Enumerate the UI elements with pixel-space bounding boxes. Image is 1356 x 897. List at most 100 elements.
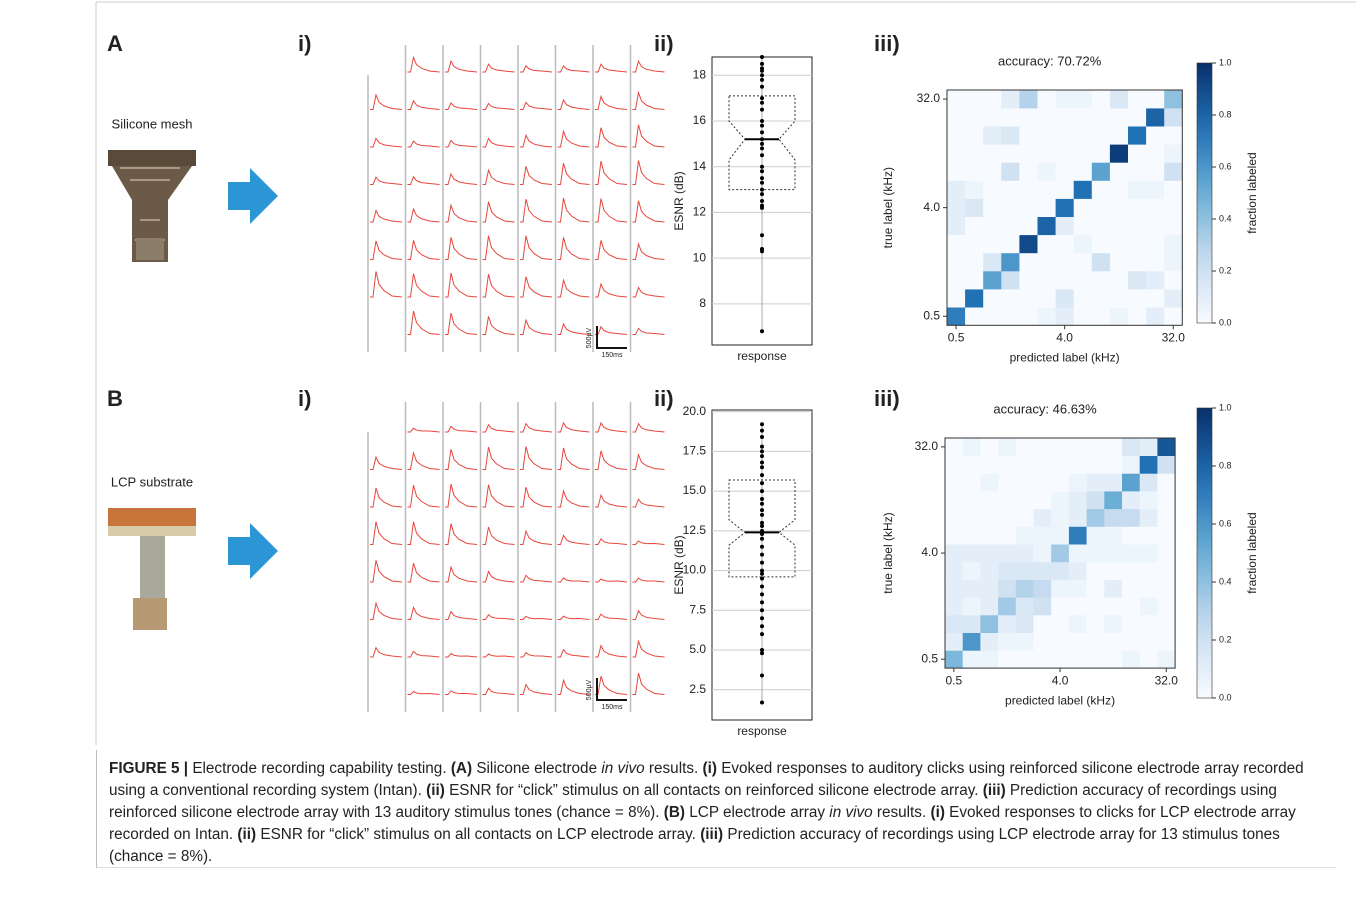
matrix-cell: [1109, 126, 1129, 145]
trace: [595, 644, 628, 658]
trace: [445, 139, 478, 148]
matrix-cell: [1019, 162, 1038, 181]
matrix-cell: [947, 90, 966, 109]
data-point: [760, 422, 764, 427]
matrix-cell: [1068, 455, 1087, 474]
caption-run: ESNR for “click” stimulus on all contact…: [444, 782, 983, 799]
matrix-cell: [1139, 579, 1158, 598]
caption-run: in vivo: [601, 760, 645, 777]
matrix-cell: [1037, 126, 1056, 145]
matrix-title: accuracy: 46.63%: [993, 401, 1097, 416]
matrix-cell: [1037, 216, 1056, 236]
matrix-cell: [1051, 561, 1070, 580]
trace: [445, 483, 478, 508]
matrix-cell: [1104, 632, 1123, 651]
matrix-cell: [1051, 473, 1070, 492]
matrix-cell: [1073, 180, 1093, 199]
matrix-cell: [1015, 455, 1034, 474]
matrix-cell: [945, 632, 963, 651]
trace: [557, 678, 590, 695]
matrix-cell: [1157, 632, 1176, 651]
y-tick-label: 16: [693, 113, 707, 127]
matrix-cell: [998, 508, 1017, 527]
trace: [370, 176, 403, 185]
matrix-cell: [962, 597, 981, 616]
y-tick-label: 0.5: [921, 651, 938, 665]
matrix-cell: [1073, 90, 1093, 109]
matrix-cell: [962, 579, 981, 598]
trace: [520, 166, 553, 185]
trace: [595, 94, 628, 110]
trace: [370, 487, 403, 508]
trace: [445, 312, 478, 335]
trace: [482, 63, 515, 73]
matrix-cell: [1122, 615, 1140, 633]
trace: [520, 198, 553, 223]
matrix-cell: [983, 180, 1002, 199]
matrix-cell: [965, 90, 984, 109]
matrix-cell: [1055, 289, 1074, 308]
trace: [595, 63, 628, 73]
matrix-title: accuracy: 70.72%: [998, 53, 1102, 68]
matrix-cell: [1157, 438, 1176, 456]
data-point: [760, 73, 764, 78]
data-point: [760, 624, 764, 629]
matrix-cell: [980, 491, 999, 510]
matrix-cell: [1146, 108, 1165, 127]
trace: [482, 653, 515, 658]
matrix-cell: [1068, 544, 1087, 563]
matrix-cell: [1073, 144, 1093, 163]
matrix-cell: [1104, 650, 1123, 669]
matrix-cell: [1001, 234, 1020, 254]
data-point: [760, 592, 764, 597]
matrix-cell: [1019, 307, 1038, 326]
trace: [407, 207, 440, 223]
trace: [407, 485, 440, 508]
matrix-cell: [1086, 615, 1105, 633]
matrix-cell: [1122, 650, 1140, 669]
matrix-cell: [1086, 579, 1105, 598]
matrix-cell: [1139, 632, 1158, 651]
matrix-cell: [1128, 108, 1147, 127]
y-tick-label: 17.5: [683, 444, 707, 458]
matrix-cell: [1122, 473, 1140, 492]
matrix-cell: [998, 455, 1017, 474]
data-point: [760, 632, 764, 637]
matrix-cell: [980, 473, 999, 492]
matrix-cell: [1073, 289, 1093, 308]
data-point: [760, 528, 764, 533]
matrix-cell: [1109, 289, 1129, 308]
matrix-cell: [1091, 126, 1111, 145]
matrix-cell: [1051, 632, 1070, 651]
trace: [557, 447, 590, 470]
matrix-cell: [945, 615, 963, 633]
trace: [482, 687, 515, 695]
matrix-cell: [1073, 126, 1093, 145]
matrix-cell: [1055, 90, 1074, 109]
matrix-cell: [947, 271, 966, 290]
matrix-cell: [1015, 526, 1034, 545]
trace: [632, 200, 665, 223]
matrix-cell: [1037, 252, 1056, 272]
data-point: [760, 137, 764, 142]
matrix-cell: [947, 144, 966, 163]
matrix-cell: [1122, 579, 1140, 598]
caption-run: results.: [644, 760, 703, 777]
matrix-cell: [1019, 216, 1038, 236]
data-point: [760, 164, 764, 169]
matrix-cell: [1073, 252, 1093, 272]
matrix-cell: [1015, 544, 1034, 563]
matrix-cell: [1139, 544, 1158, 563]
trace: [445, 690, 478, 695]
matrix-cell: [1164, 144, 1183, 163]
trace: [595, 613, 628, 620]
matrix-cell: [980, 508, 999, 527]
matrix-cell: [1068, 615, 1087, 633]
matrix-cell: [1157, 473, 1176, 492]
matrix-cell: [1068, 491, 1087, 510]
matrix-cell: [1086, 632, 1105, 651]
matrix-cell: [1033, 491, 1052, 510]
data-point: [760, 119, 764, 123]
matrix-cell: [980, 561, 999, 580]
matrix-cell: [1122, 508, 1140, 527]
